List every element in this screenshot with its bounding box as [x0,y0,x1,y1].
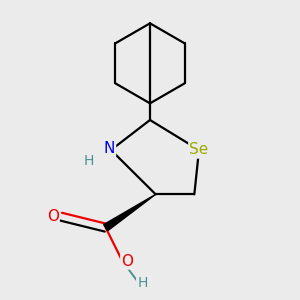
Text: N: N [103,141,115,156]
Text: H: H [84,154,94,168]
Text: O: O [121,254,133,268]
Text: Se: Se [189,142,208,158]
Text: H: H [137,276,148,290]
Text: O: O [47,209,59,224]
Polygon shape [103,194,156,231]
